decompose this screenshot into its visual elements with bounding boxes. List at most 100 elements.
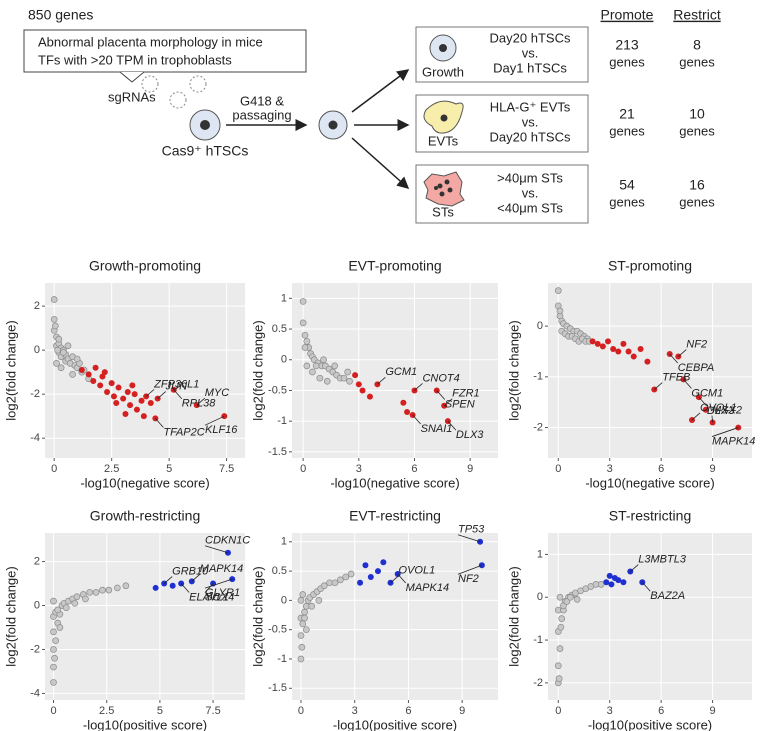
selection: G418 & [240,93,284,108]
y-tick-label: -1 [533,371,543,383]
point [73,593,81,601]
gene-label: MAPK14 [712,435,755,447]
point [50,315,58,323]
arrow [351,137,410,189]
point [560,602,567,610]
chart-title: ST-restricting [609,508,691,524]
y-tick-label: -2 [30,388,40,400]
gene-label: FZR1 [452,388,480,400]
point [299,620,307,628]
point [610,345,617,352]
x-tick-label: 6 [658,463,664,475]
point [603,579,610,586]
point [615,577,622,584]
arrow [351,69,410,113]
point [309,368,316,376]
point [312,362,320,370]
unit: genes [609,54,645,69]
x-axis-label: -log10(negative score) [80,475,209,490]
point [92,364,99,371]
plot-background [292,533,498,700]
point [302,626,310,634]
comparison: >40μm STs [497,170,563,185]
point [315,597,323,604]
point [92,588,100,596]
point [62,604,70,612]
point [55,335,63,343]
leader-line [204,415,225,426]
y-axis-label: log2(fold change) [506,566,521,666]
gene-label: CEBPA [678,362,714,374]
x-tick-label: 2.5 [99,705,114,717]
point [73,355,81,363]
point [51,322,59,330]
point [133,406,140,413]
y-tick-label: -4 [30,687,40,699]
point [69,371,76,378]
y-tick-label: -0.5 [268,384,287,396]
point [340,374,348,382]
criteria: TFs with >20 TPM in trophoblasts [38,52,232,67]
x-axis-label: -log10(positive score) [588,717,712,731]
unit: genes [679,54,715,69]
gene-label: GCM1 [385,366,417,378]
criteria: Abnormal placenta morphology in mice [38,34,263,49]
point [630,353,637,360]
point [101,369,108,376]
point [152,584,159,591]
x-tick-label: 0 [298,705,304,717]
point [303,337,311,345]
point [367,573,374,580]
y-tick-label: 0 [281,594,287,606]
nucleus [439,44,447,52]
unit: genes [679,123,715,138]
gene-label: OVOL1 [700,402,737,414]
y-tick-label: -1 [277,653,287,665]
chart-title: Growth-restricting [90,508,200,524]
x-tick-label: 0 [50,705,56,717]
point [297,597,305,604]
leader-line [711,415,713,423]
y-tick-label: -2 [533,421,543,433]
point [594,340,601,347]
point [605,338,611,345]
point [352,372,359,379]
y-axis-label: log2(fold change) [506,320,521,420]
y-tick-label: -0.5 [268,624,287,636]
point [169,582,176,589]
point [99,586,106,594]
point [52,637,59,645]
comparison: vs. [522,114,539,129]
leader-line [390,575,399,584]
y-tick-label: -1.5 [268,446,287,458]
leader-line [414,383,423,391]
point [115,384,122,391]
point [82,595,89,603]
point [104,388,111,395]
gene-label: KLF16 [205,424,238,436]
point [323,377,331,385]
point [573,596,581,603]
unit: genes [609,194,645,209]
x-axis-label: -log10(positive score) [83,717,207,731]
point [400,399,407,406]
leader-line [683,379,692,389]
point [362,562,369,569]
gene-label: MAPK14 [406,582,449,594]
point [51,654,58,662]
point [113,584,121,592]
comparison: vs. [522,45,539,60]
x-axis-label: -log10(negative score) [330,475,459,490]
point [297,655,305,663]
chart-title: ST-promoting [608,258,692,274]
gene-label: JUN [165,380,187,392]
point [366,393,373,400]
point [50,296,58,303]
plot-background [548,283,752,458]
gene-label: NF2 [686,338,707,350]
criteria-box [23,29,307,73]
point [555,675,563,682]
point [347,570,355,578]
x-tick-label: 9 [459,705,465,717]
